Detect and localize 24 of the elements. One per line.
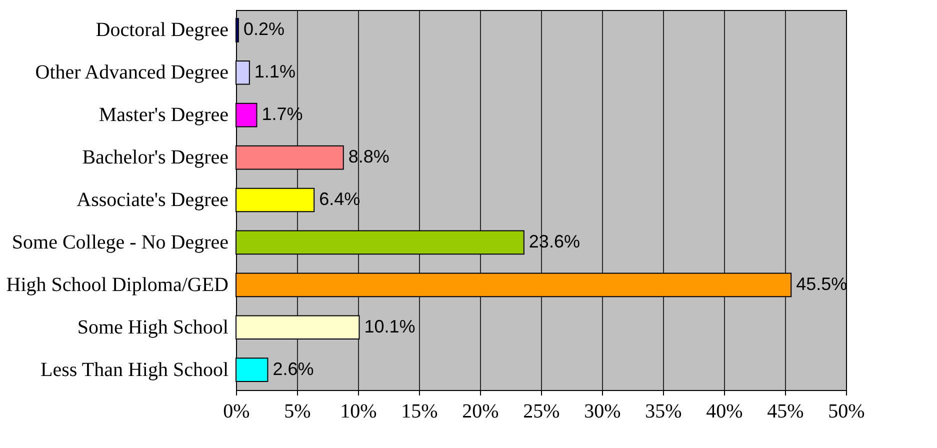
y-tick-label: Doctoral Degree — [96, 19, 229, 42]
y-tick-label: Associate's Degree — [76, 189, 229, 211]
x-tick-label: 50% — [828, 400, 865, 422]
y-tick-label: Some High School — [77, 316, 229, 338]
x-tick-label: 35% — [645, 400, 682, 422]
y-tick-label: Bachelor's Degree — [82, 146, 229, 169]
data-label: 10.1% — [364, 316, 416, 336]
y-tick-label: Some College - No Degree — [12, 231, 229, 254]
x-tick-label: 15% — [401, 400, 438, 422]
y-tick-label: Other Advanced Degree — [35, 62, 229, 84]
x-tick-label: 0% — [223, 400, 250, 422]
y-tick-label: Master's Degree — [98, 104, 229, 126]
x-tick-label: 40% — [706, 400, 743, 422]
x-tick-label: 10% — [340, 400, 377, 422]
data-label: 0.2% — [243, 19, 284, 40]
y-tick-label: Less Than High School — [40, 358, 229, 381]
x-tick-label: 5% — [284, 400, 311, 422]
x-tick-label: 30% — [584, 400, 621, 422]
x-tick-label: 20% — [462, 400, 499, 422]
data-label: 1.1% — [254, 62, 296, 82]
x-tick-label: 45% — [767, 400, 804, 422]
data-label: 45.5% — [796, 274, 848, 294]
x-tick-label: 25% — [523, 400, 560, 422]
y-tick-label: High School Diploma/GED — [6, 274, 228, 296]
